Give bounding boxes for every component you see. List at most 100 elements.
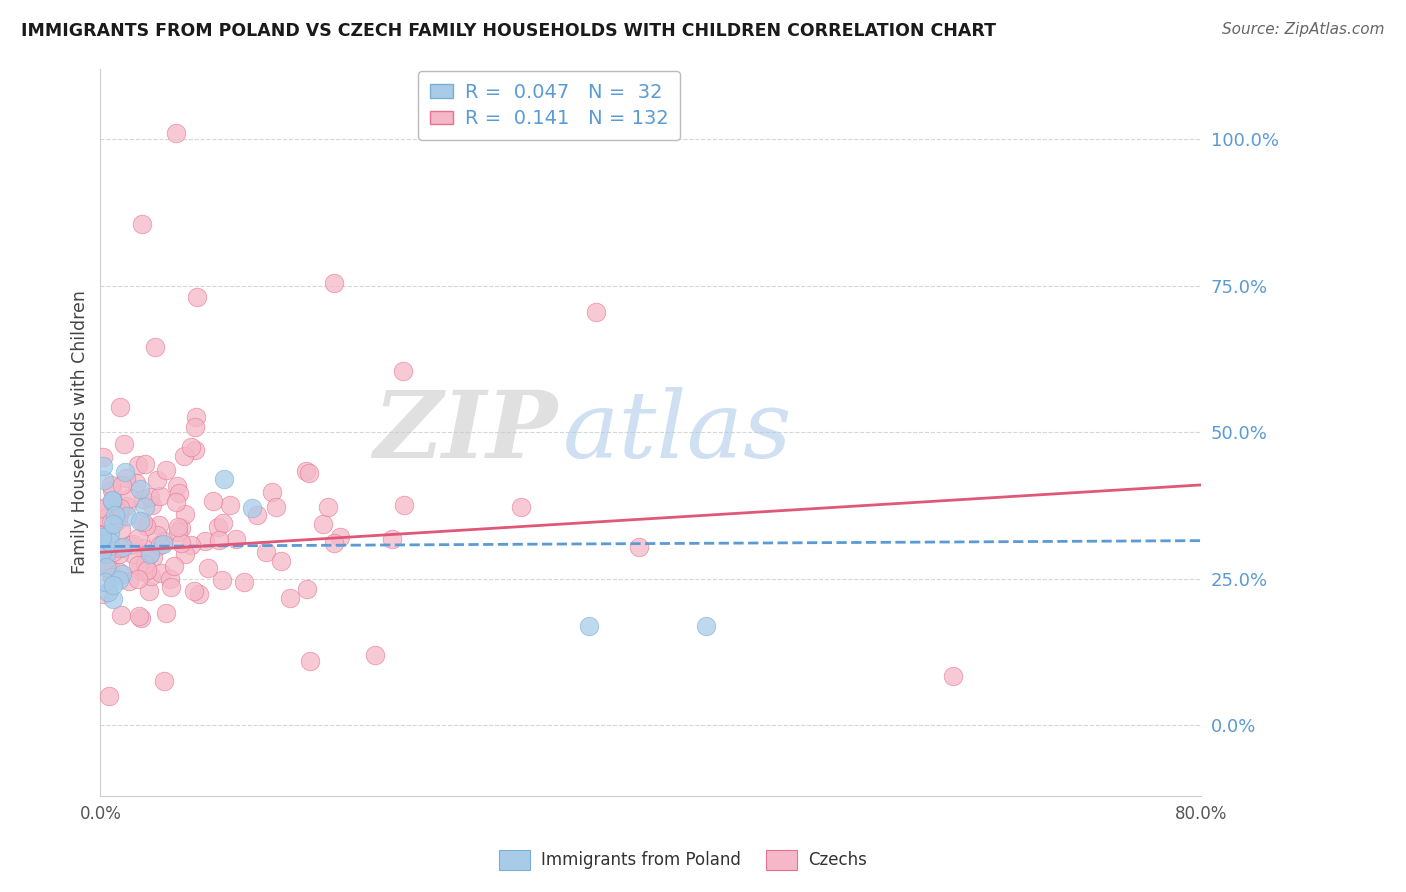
Point <box>197 560 219 574</box>
Point <box>262 484 284 499</box>
Text: atlas: atlas <box>562 387 792 477</box>
Point <box>94 546 117 560</box>
Text: Source: ZipAtlas.com: Source: ZipAtlas.com <box>1222 22 1385 37</box>
Point <box>166 479 188 493</box>
Point <box>125 476 148 491</box>
Point <box>110 607 132 622</box>
Point <box>96 510 118 524</box>
Point <box>364 648 387 662</box>
Point <box>132 541 155 556</box>
Point <box>167 486 190 500</box>
Point <box>146 473 169 487</box>
Point <box>322 535 344 549</box>
Point <box>128 563 150 577</box>
Point <box>184 420 207 434</box>
Point <box>163 559 186 574</box>
Point <box>103 578 125 592</box>
Point <box>93 574 115 589</box>
Legend: R =  0.047   N =  32, R =  0.141   N = 132: R = 0.047 N = 32, R = 0.141 N = 132 <box>418 71 681 140</box>
Point <box>628 540 651 554</box>
Point <box>153 534 176 549</box>
Point <box>145 340 167 354</box>
Point <box>297 466 319 480</box>
Point <box>98 534 121 549</box>
Point <box>942 668 965 682</box>
Text: IMMIGRANTS FROM POLAND VS CZECH FAMILY HOUSEHOLDS WITH CHILDREN CORRELATION CHAR: IMMIGRANTS FROM POLAND VS CZECH FAMILY H… <box>21 22 995 40</box>
Point <box>155 607 177 621</box>
Point <box>180 538 202 552</box>
Point <box>115 471 138 485</box>
Point <box>142 549 165 564</box>
Point <box>218 499 240 513</box>
Point <box>101 569 124 583</box>
Point <box>90 500 112 515</box>
Point <box>201 493 224 508</box>
Point <box>170 520 193 534</box>
Point <box>96 558 118 572</box>
Point <box>150 566 173 581</box>
Point <box>129 514 152 528</box>
Point <box>108 547 131 561</box>
Point <box>278 591 301 605</box>
Point <box>108 574 131 588</box>
Point <box>127 558 149 572</box>
Point <box>139 490 162 504</box>
Point <box>104 498 127 512</box>
Point <box>155 463 177 477</box>
Point <box>149 489 172 503</box>
Point <box>100 478 122 492</box>
Point <box>187 587 209 601</box>
Point <box>127 458 149 472</box>
Point <box>101 591 124 606</box>
Point <box>118 574 141 588</box>
Point <box>381 532 404 546</box>
Point <box>129 610 152 624</box>
Point <box>101 494 124 508</box>
Point <box>110 567 132 582</box>
Point <box>90 530 112 544</box>
Point <box>93 549 115 564</box>
Point <box>295 582 318 596</box>
Point <box>139 568 162 582</box>
Point <box>186 290 208 304</box>
Point <box>138 548 160 562</box>
Point <box>165 495 187 509</box>
Point <box>112 436 135 450</box>
Point <box>392 498 415 512</box>
Y-axis label: Family Households with Children: Family Households with Children <box>72 290 89 574</box>
Point <box>264 500 287 514</box>
Point <box>153 673 176 688</box>
Point <box>169 535 191 549</box>
Point <box>138 583 160 598</box>
Point <box>101 494 124 508</box>
Point <box>159 580 181 594</box>
Point <box>270 554 292 568</box>
Point <box>240 501 263 516</box>
Point <box>127 572 149 586</box>
Point <box>184 410 207 425</box>
Point <box>115 509 138 524</box>
Point <box>90 533 112 547</box>
Point <box>98 541 121 556</box>
Point <box>90 527 112 541</box>
Point <box>131 217 153 231</box>
Point <box>101 516 124 531</box>
Point <box>173 450 195 464</box>
Point <box>134 457 156 471</box>
Text: ZIP: ZIP <box>373 387 557 477</box>
Text: Czechs: Czechs <box>808 851 868 869</box>
Point <box>104 508 127 523</box>
Point <box>295 464 318 478</box>
Point <box>392 363 415 377</box>
Point <box>129 482 152 496</box>
Point <box>112 540 135 554</box>
Point <box>108 566 131 580</box>
Point <box>91 526 114 541</box>
Point <box>127 531 149 545</box>
Point <box>232 575 254 590</box>
Point <box>90 536 112 550</box>
Point <box>323 276 346 290</box>
Point <box>134 557 156 571</box>
Point <box>207 520 229 534</box>
Point <box>184 443 207 458</box>
